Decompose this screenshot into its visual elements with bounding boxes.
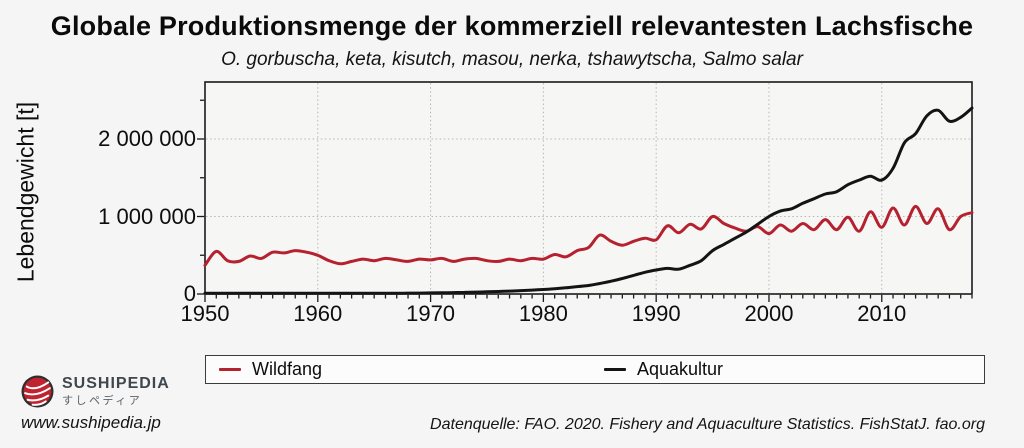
- chart-title: Globale Produktionsmenge der kommerziell…: [50, 11, 974, 41]
- y-axis-tick-label: 0: [183, 281, 196, 306]
- x-axis-tick-label: 1970: [406, 301, 456, 326]
- x-axis-tick-label: 2010: [857, 301, 907, 326]
- chart-legend: Wildfang Aquakultur: [205, 355, 985, 384]
- legend-item-wildfang: Wildfang: [219, 356, 322, 383]
- x-axis-tick-label: 1950: [180, 301, 230, 326]
- aquakultur-line-swatch: [604, 367, 626, 372]
- sushipedia-brand: SUSHIPEDIA すしペディア: [21, 375, 170, 408]
- brand-name-japanese: すしペディア: [62, 394, 143, 407]
- wildfang-line-swatch: [219, 367, 241, 372]
- x-axis-tick-label: 1960: [293, 301, 343, 326]
- legend-label-wildfang: Wildfang: [252, 359, 323, 379]
- legend-label-aquakultur: Aquakultur: [637, 359, 724, 379]
- website-url: www.sushipedia.jp: [21, 413, 161, 432]
- brand-name: SUSHIPEDIA: [62, 374, 170, 392]
- x-axis-tick-label: 2000: [744, 301, 794, 326]
- data-source-note: Datenquelle: FAO. 2020. Fishery and Aqua…: [430, 416, 985, 433]
- sushipedia-logo-icon: [21, 375, 54, 408]
- x-axis-tick-label: 1980: [518, 301, 568, 326]
- legend-item-aquakultur: Aquakultur: [604, 356, 723, 383]
- chart-subtitle: O. gorbuscha, keta, kisutch, masou, nerk…: [221, 49, 803, 70]
- y-axis-tick-label: 2 000 000: [98, 126, 196, 151]
- plot-area: [205, 82, 972, 294]
- x-axis-tick-label: 1990: [631, 301, 681, 326]
- y-axis-tick-label: 1 000 000: [98, 203, 196, 229]
